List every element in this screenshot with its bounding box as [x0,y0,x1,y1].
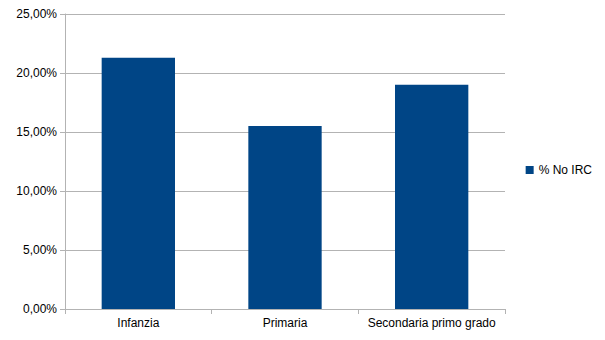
svg-text:20,00%: 20,00% [16,66,57,80]
svg-text:% No IRC: % No IRC [539,163,593,177]
svg-text:5,00%: 5,00% [23,243,57,257]
svg-text:0,00%: 0,00% [23,302,57,316]
svg-text:15,00%: 15,00% [16,125,57,139]
svg-text:Infanzia: Infanzia [117,316,159,330]
svg-text:Secondaria primo grado: Secondaria primo grado [368,316,496,330]
svg-text:25,00%: 25,00% [16,7,57,21]
svg-text:10,00%: 10,00% [16,184,57,198]
svg-text:Primaria: Primaria [263,316,308,330]
